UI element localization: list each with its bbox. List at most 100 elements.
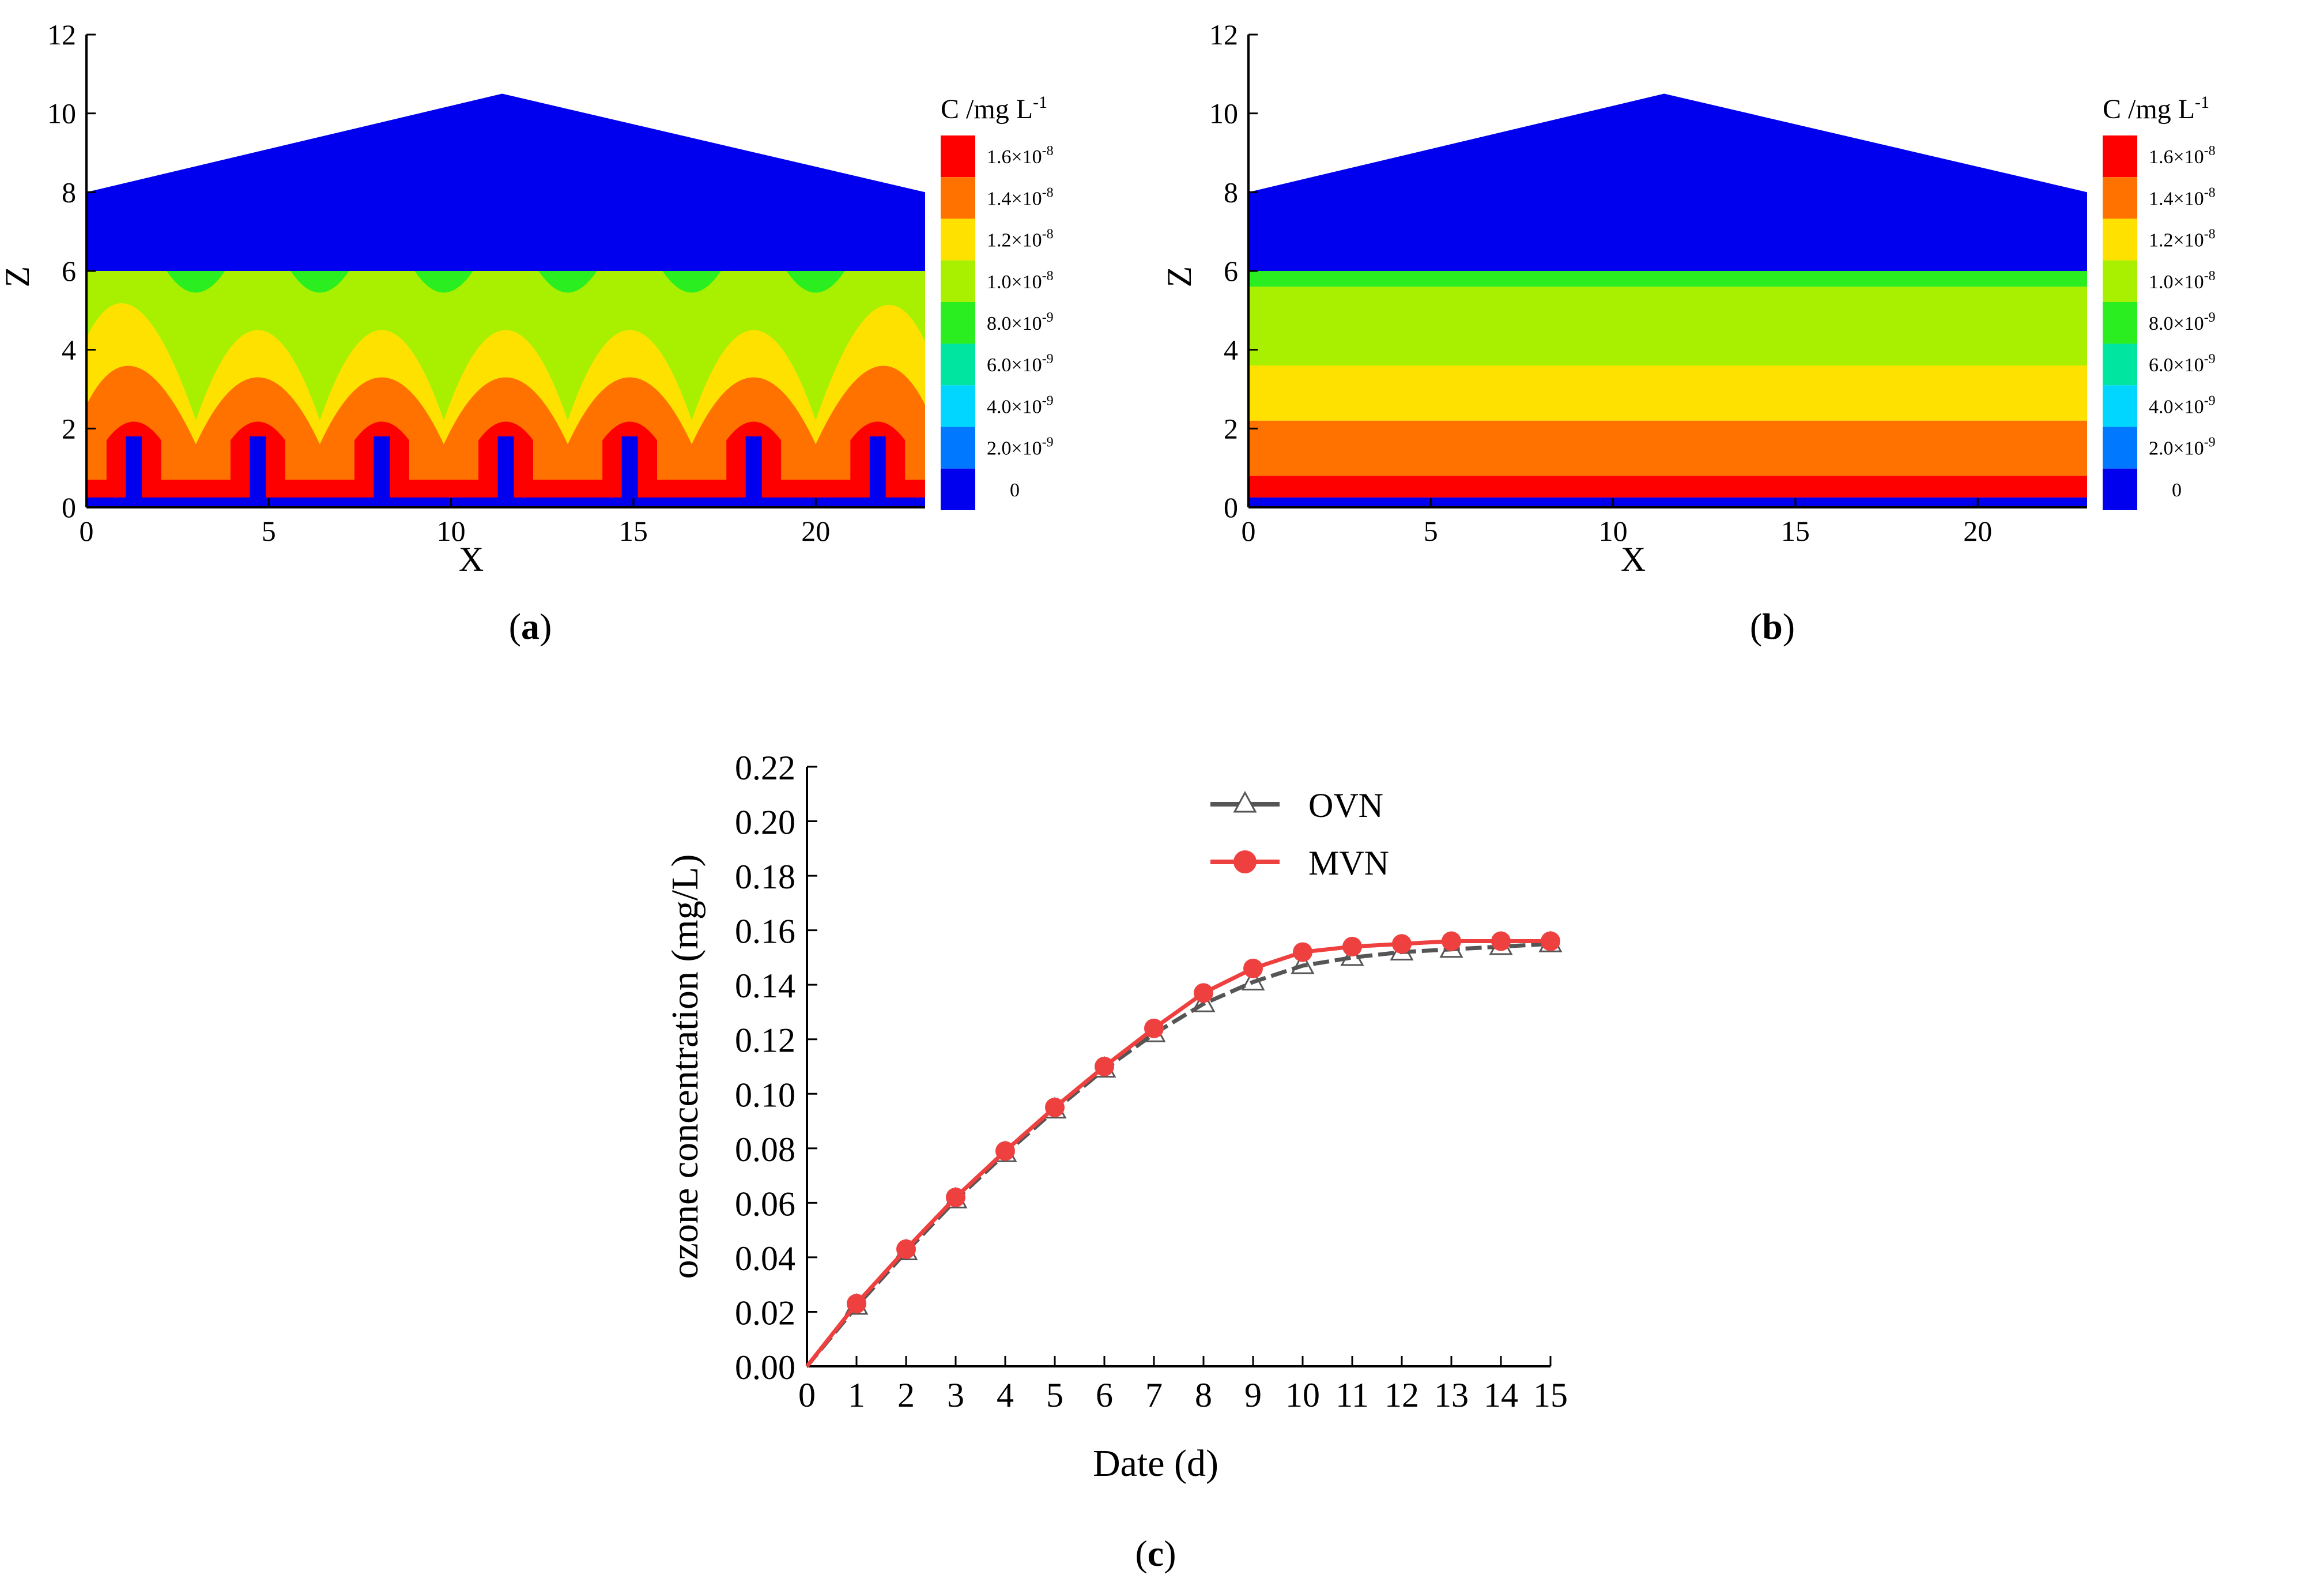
inlet-pillar [745,436,762,507]
mvn-point [1342,937,1362,956]
colorbar-label: 0 [2172,480,2182,501]
colorbar-swatch [2103,302,2137,344]
colorbar-label: 1.4×10-8 [2149,185,2216,209]
x-tick-label: 10 [437,515,466,547]
colorbar-swatch [2103,218,2137,261]
colorbar-swatch [2103,135,2137,178]
z-axis-label: Z [1162,266,1198,288]
contour-band [1248,476,2087,498]
y-tick-label: 0.04 [735,1239,795,1278]
x-tick-label: 8 [1195,1376,1212,1414]
x-tick-label: 12 [1384,1376,1419,1414]
z-axis-label: Z [0,266,36,288]
x-tick-label: 4 [997,1376,1014,1414]
contour-plot-a: 0 2 4 6 8 10 12 0 5 10 15 20 X Z C /mg L-1 1.6×10-8 1.4×… [0,18,1054,578]
colorbar-label: 1.2×10-8 [987,227,1054,251]
colorbar-label-exp: -8 [2204,144,2216,159]
inlet-pillar [621,436,638,507]
colorbar-swatch [2103,427,2137,469]
mvn-point [896,1239,916,1259]
colorbar-swatch [2103,385,2137,427]
caption-b: (b) [1749,606,1795,647]
x-axis-label: X [459,540,484,578]
colorbar-swatch [941,385,975,427]
colorbar-label-exp: -8 [1042,269,1054,284]
x-tick-label: 7 [1145,1376,1163,1414]
z-tick-label: 4 [62,334,76,366]
caption-b-letter: b [1762,606,1783,647]
x-tick-label: 15 [1533,1376,1568,1414]
colorbar-label-exp: -9 [1042,352,1054,367]
green-dip [538,271,597,293]
green-dip [662,271,721,293]
mvn-point [1045,1097,1065,1117]
colorbar-swatch [941,135,975,178]
colorbar-title: C /mg L-1 [2103,93,2209,125]
colorbar-label: 8.0×10-9 [2149,310,2216,334]
mvn-point [1095,1057,1114,1076]
colorbar-label: 6.0×10-9 [987,352,1054,376]
colorbar-label-exp: -8 [2204,227,2216,242]
colorbar-label: 1.2×10-8 [2149,227,2216,251]
contour-band [1248,287,2087,366]
x-axis-label: Date (d) [1093,1442,1218,1484]
colorbar-title: C /mg L-1 [941,93,1047,125]
ovn-point [1191,990,1216,1012]
contour-band [1248,366,2087,421]
colorbar-label-exp: -9 [1042,435,1054,450]
x-tick-label: 6 [1096,1376,1113,1414]
inlet-pillar [869,436,886,507]
z-tick-label: 0 [1224,491,1238,523]
mvn-point [1144,1018,1164,1038]
colorbar-label: 2.0×10-9 [2149,435,2216,459]
x-tick-label: 20 [1963,515,1992,547]
inlet-pillar [250,436,266,507]
x-tick-label: 20 [801,515,830,547]
roof-region [86,93,925,271]
x-tick-label: 13 [1434,1376,1469,1414]
colorbar-label-exp: -9 [2204,393,2216,408]
y-tick-label: 0.20 [735,804,795,842]
z-tick-label: 4 [1224,334,1238,366]
contour-band [1248,420,2087,476]
y-tick-label: 0.02 [735,1294,795,1332]
caption-c: (c) [1135,1533,1176,1574]
x-tick-label: 5 [1424,515,1438,547]
y-tick-label: 0.08 [735,1131,795,1169]
y-axis-label: ozone concentration (mg/L) [664,854,706,1279]
colorbar-label-exp: -9 [2204,352,2216,367]
legend-label-mvn: MVN [1308,844,1389,882]
green-dip [167,271,225,293]
colorbar-label: 2.0×10-9 [987,435,1054,459]
legend-marker-mvn [1233,850,1257,873]
colorbar-label: 6.0×10-9 [2149,352,2216,376]
colorbar-label: 4.0×10-9 [987,393,1054,417]
caption-a: (a) [508,606,552,647]
z-tick-label: 6 [62,255,76,287]
x-tick-label: 11 [1335,1376,1369,1414]
z-tick-label: 12 [1209,18,1238,51]
x-axis-label: X [1621,540,1646,578]
x-tick-label: 0 [1242,515,1256,547]
colorbar-label: 1.4×10-8 [987,185,1054,209]
mvn-point [1392,934,1412,954]
colorbar-label-exp: -8 [2204,269,2216,284]
caption-a-letter: a [521,606,540,647]
colorbar-label-exp: -8 [1042,227,1054,242]
x-tick-label: 2 [897,1376,915,1414]
x-tick-label: 0 [798,1376,816,1414]
series-line-mvn [805,939,1550,1368]
green-dip [290,271,349,293]
legend-label-ovn: OVN [1308,786,1383,824]
line-chart-c: 0.00 0.02 0.04 0.06 0.08 0.10 0.12 0.14 0.16 0.18… [664,749,1568,1484]
y-tick-label: 0.10 [735,1076,795,1114]
y-tick-label: 0.00 [735,1348,795,1386]
inlet-pillar [373,436,390,507]
z-tick-label: 8 [62,176,76,208]
z-tick-label: 8 [1224,176,1238,208]
z-tick-label: 2 [1224,412,1238,444]
colorbar-swatch [941,302,975,344]
colorbar-label: 0 [1010,480,1020,501]
x-tick-label: 9 [1244,1376,1262,1414]
z-tick-label: 2 [62,412,76,444]
